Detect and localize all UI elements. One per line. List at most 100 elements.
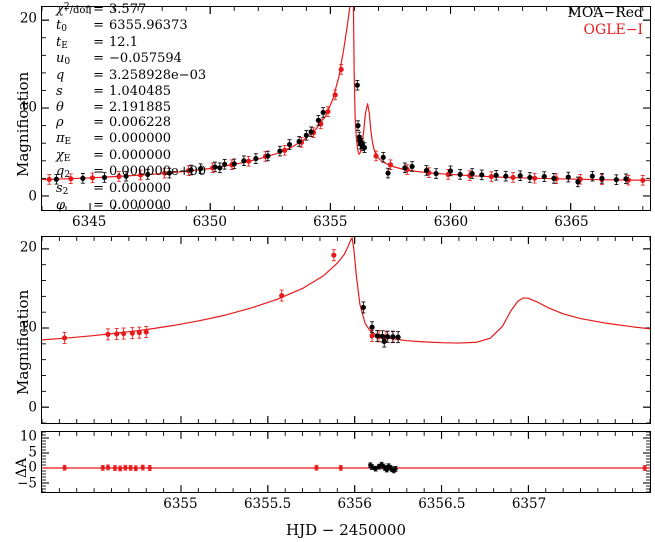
parameter-row: s2 = 0.000000 — [56, 181, 206, 198]
data-point — [123, 173, 129, 179]
data-point — [373, 153, 379, 159]
data-point — [282, 147, 288, 153]
x-tick-label-6356.5: 6356.5 — [418, 496, 466, 512]
y-tick-label-svg-bot-0: −5 — [17, 474, 37, 491]
top-panel-y-axis-title: Magnification — [14, 71, 32, 177]
parameter-row: s = 1.040485 — [56, 84, 206, 100]
data-point — [387, 162, 394, 168]
data-point — [613, 177, 619, 183]
data-point — [320, 109, 326, 116]
parameter-row: q = 3.258928e−03 — [56, 68, 206, 84]
data-point — [145, 171, 151, 177]
middle-panel-y-axis-title: Magnification — [14, 289, 32, 395]
data-point — [380, 154, 386, 160]
data-point — [314, 465, 319, 470]
parameter-value: 0.000000 — [109, 198, 172, 214]
data-point — [360, 304, 366, 311]
y-tick-label-svg-bot-3: 10 — [19, 428, 37, 445]
parameter-symbol: θ — [56, 99, 64, 115]
top-panel-plot — [41, 7, 650, 210]
parameter-symbol: s2 — [56, 181, 69, 198]
data-point — [101, 174, 108, 181]
parameter-equals: = — [93, 164, 105, 180]
data-point — [354, 82, 360, 88]
data-point — [395, 334, 401, 340]
data-point — [137, 172, 144, 178]
x-tick-label-6356: 6356 — [337, 496, 372, 512]
parameter-symbol: πE — [56, 130, 72, 147]
y-tick-label-svg-mid-2: 20 — [19, 239, 37, 256]
data-point — [231, 161, 237, 167]
data-point — [253, 156, 259, 162]
x-tick-label-6355.5: 6355.5 — [243, 496, 292, 512]
data-point — [89, 175, 96, 181]
data-point — [381, 338, 387, 345]
data-point — [117, 466, 123, 471]
data-point — [599, 175, 605, 181]
data-point — [279, 292, 285, 299]
data-point — [369, 333, 375, 339]
parameter-value: 1.040485 — [109, 83, 172, 99]
x-tick-label-6355: 6355 — [163, 496, 198, 512]
data-point — [105, 465, 111, 470]
data-point — [62, 465, 67, 470]
parameter-equals: = — [93, 99, 105, 115]
data-point — [114, 331, 120, 337]
data-point — [140, 465, 145, 470]
data-point — [373, 466, 378, 471]
data-point — [308, 129, 314, 135]
data-point — [374, 333, 380, 339]
data-point — [469, 170, 475, 177]
data-point — [133, 466, 138, 471]
data-point — [315, 117, 321, 123]
data-point — [390, 334, 396, 340]
parameter-equals: = — [93, 51, 105, 67]
parameter-equals: = — [93, 147, 105, 163]
data-point — [166, 170, 172, 176]
data-point — [479, 172, 485, 178]
data-point — [277, 148, 283, 154]
data-point — [80, 175, 86, 181]
parameter-row: χE = 0.000000 — [56, 148, 206, 165]
data-point — [123, 465, 128, 470]
legend-entry-ogle-i: OGLE−I — [568, 22, 643, 39]
y-tick-label-svg-top-0: 0 — [28, 188, 37, 205]
parameter-symbol: ρ — [56, 115, 64, 131]
data-point — [188, 167, 194, 173]
parameter-row: ρ = 0.006228 — [56, 115, 206, 131]
data-point — [286, 141, 293, 148]
parameter-equals: = — [93, 68, 105, 84]
data-point — [53, 176, 60, 182]
parameter-equals: = — [93, 181, 105, 197]
data-point — [105, 331, 111, 337]
data-point — [355, 123, 361, 129]
x-axis-title: HJD − 2450000 — [285, 521, 407, 539]
parameter-value: 6355.96373 — [109, 17, 188, 33]
middle-panel-plot — [41, 237, 651, 424]
data-point — [116, 173, 122, 180]
data-point — [565, 174, 571, 180]
data-point — [457, 171, 463, 177]
parameter-value: 0.006228 — [109, 115, 172, 131]
parameter-symbol: χ2/dof — [56, 2, 90, 18]
legend: MOA−Red OGLE−I — [568, 5, 643, 38]
data-point — [338, 66, 344, 72]
data-point — [447, 168, 454, 174]
data-point — [551, 175, 557, 181]
parameter-value: 0.000000 — [109, 181, 172, 197]
parameter-symbol: tE — [56, 34, 68, 51]
parameter-symbol: q — [56, 68, 65, 84]
data-point — [385, 334, 391, 340]
parameter-value: 3.258928e−03 — [109, 68, 207, 84]
middle-zoom-panel — [41, 236, 651, 424]
y-tick-label-svg-mid-1: 10 — [19, 319, 37, 336]
data-point — [510, 174, 516, 181]
data-point — [532, 175, 538, 181]
parameter-row: θ = 2.191885 — [56, 100, 206, 116]
parameter-symbol: q2 — [56, 164, 71, 181]
parameter-value: 12.1 — [109, 34, 138, 50]
parameter-symbol: φ — [56, 198, 66, 214]
data-point — [503, 173, 509, 179]
parameter-row: u0 = −0.057594 — [56, 51, 206, 68]
